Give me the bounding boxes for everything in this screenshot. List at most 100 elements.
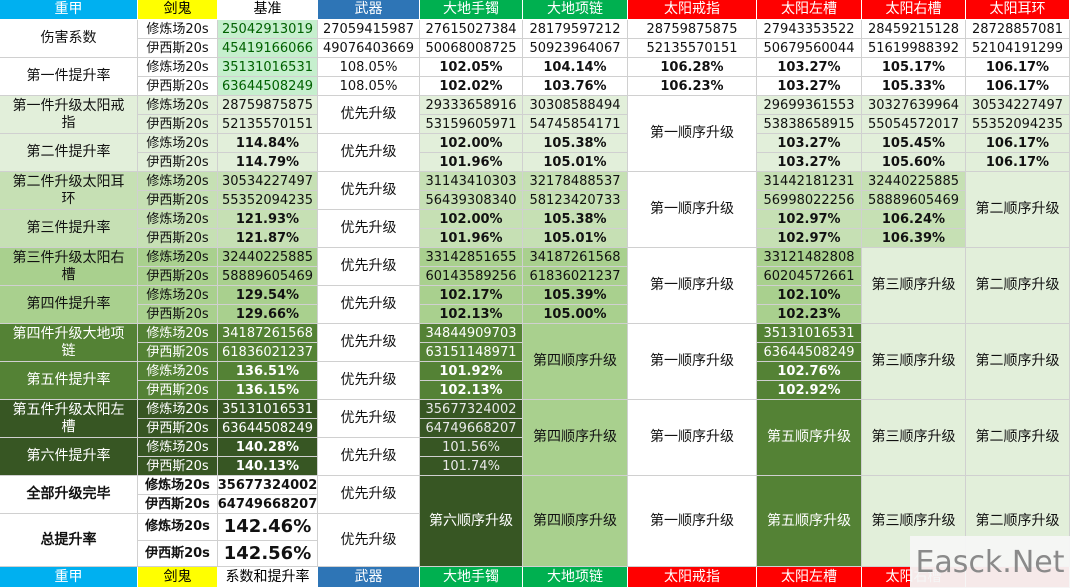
cell: 102.00% [420, 210, 523, 229]
cell: 伊西斯20s [138, 343, 218, 362]
cell: 53159605971 [420, 115, 523, 134]
cell: 伊西斯20s [138, 540, 218, 567]
cell: 优先升级 [318, 400, 420, 438]
cell: 58123420733 [523, 191, 628, 210]
cell: 105.33% [862, 77, 966, 96]
cell: 106.17% [966, 153, 1070, 172]
cell: 105.60% [862, 153, 966, 172]
cell: 第一顺序升级 [628, 476, 757, 567]
cell: 35131016531 [757, 324, 862, 343]
cell: 106.17% [966, 58, 1070, 77]
cell: 64749668207 [218, 495, 318, 514]
cell: 32178488537 [523, 172, 628, 191]
cell: 51619988392 [862, 39, 966, 58]
cell: 60143589256 [420, 267, 523, 286]
cell: 106.17% [966, 77, 1070, 96]
cell: 103.27% [757, 58, 862, 77]
cell: 55352094235 [218, 191, 318, 210]
cell: 优先升级 [318, 514, 420, 567]
cell: 第一顺序升级 [628, 400, 757, 476]
cell: 136.51% [218, 362, 318, 381]
cell: 50068008725 [420, 39, 523, 58]
header-cell: 大地手镯 [420, 0, 523, 20]
cell: 第五顺序升级 [757, 400, 862, 476]
cell: 总提升率 [0, 514, 138, 567]
cell: 28179597212 [523, 20, 628, 39]
footer-cell: 太阳戒指 [628, 567, 757, 588]
cell: 第二顺序升级 [966, 248, 1070, 324]
cell: 56439308340 [420, 191, 523, 210]
cell: 第四件升级大地项链 [0, 324, 138, 362]
footer-cell: 系数和提升率 [218, 567, 318, 588]
cell: 31143410303 [420, 172, 523, 191]
cell: 第一顺序升级 [628, 172, 757, 248]
cell: 修炼场20s [138, 96, 218, 115]
cell: 修炼场20s [138, 20, 218, 39]
cell: 30534227497 [218, 172, 318, 191]
cell: 105.38% [523, 134, 628, 153]
cell: 63644508249 [757, 343, 862, 362]
cell: 108.05% [318, 77, 420, 96]
cell: 28459215128 [862, 20, 966, 39]
header-cell: 太阳戒指 [628, 0, 757, 20]
cell: 103.27% [757, 153, 862, 172]
cell: 优先升级 [318, 248, 420, 286]
cell: 106.17% [966, 134, 1070, 153]
cell: 106.39% [862, 229, 966, 248]
cell: 105.45% [862, 134, 966, 153]
footer-cell: 剑鬼 [138, 567, 218, 588]
cell: 修炼场20s [138, 286, 218, 305]
cell: 33142851655 [420, 248, 523, 267]
cell: 101.96% [420, 229, 523, 248]
cell: 第二顺序升级 [966, 172, 1070, 248]
cell: 伊西斯20s [138, 39, 218, 58]
cell: 伊西斯20s [138, 457, 218, 476]
cell: 30308588494 [523, 96, 628, 115]
cell: 第一件升级太阳戒指 [0, 96, 138, 134]
cell: 61836021237 [218, 343, 318, 362]
cell: 34187261568 [218, 324, 318, 343]
cell: 优先升级 [318, 324, 420, 362]
cell: 49076403669 [318, 39, 420, 58]
cell: 52135570151 [628, 39, 757, 58]
cell: 修炼场20s [138, 324, 218, 343]
cell: 优先升级 [318, 286, 420, 324]
cell: 第三顺序升级 [862, 400, 966, 476]
cell: 32440225885 [862, 172, 966, 191]
cell: 34844909703 [420, 324, 523, 343]
cell: 全部升级完毕 [0, 476, 138, 514]
cell: 27943353522 [757, 20, 862, 39]
cell: 114.84% [218, 134, 318, 153]
cell: 伊西斯20s [138, 419, 218, 438]
cell: 102.23% [757, 305, 862, 324]
cell: 58889605469 [862, 191, 966, 210]
cell: 33121482808 [757, 248, 862, 267]
cell: 102.13% [420, 305, 523, 324]
cell: 101.74% [420, 457, 523, 476]
cell: 142.56% [218, 540, 318, 567]
cell: 105.01% [523, 229, 628, 248]
cell: 136.15% [218, 381, 318, 400]
cell: 第二顺序升级 [966, 324, 1070, 400]
cell: 121.87% [218, 229, 318, 248]
cell: 28728857081 [966, 20, 1070, 39]
cell: 修炼场20s [138, 362, 218, 381]
cell: 修炼场20s [138, 58, 218, 77]
cell: 修炼场20s [138, 248, 218, 267]
cell: 106.28% [628, 58, 757, 77]
cell: 第二件升级太阳耳环 [0, 172, 138, 210]
header-cell: 基准 [218, 0, 318, 20]
cell: 伊西斯20s [138, 153, 218, 172]
cell: 35131016531 [218, 58, 318, 77]
cell: 伊西斯20s [138, 77, 218, 96]
cell: 第三顺序升级 [862, 248, 966, 324]
cell: 优先升级 [318, 96, 420, 134]
footer-cell: 太阳左槽 [757, 567, 862, 588]
cell: 27615027384 [420, 20, 523, 39]
cell: 伊西斯20s [138, 191, 218, 210]
cell: 52135570151 [218, 115, 318, 134]
cell: 129.54% [218, 286, 318, 305]
cell: 105.01% [523, 153, 628, 172]
cell: 第四顺序升级 [523, 400, 628, 476]
